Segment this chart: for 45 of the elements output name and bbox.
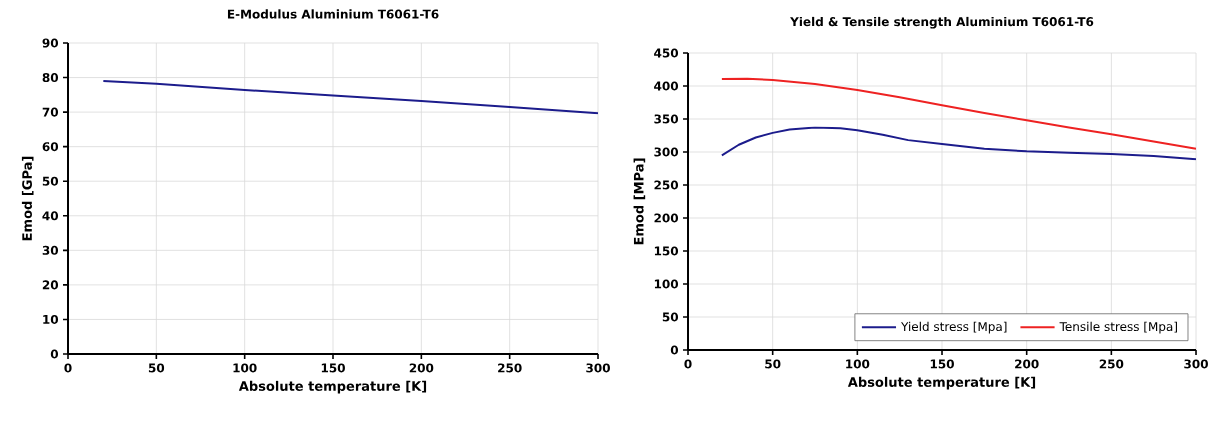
y-tick-label: 200 <box>654 213 679 223</box>
x-tick-label: 0 <box>684 359 692 369</box>
y-tick-label: 30 <box>42 245 59 255</box>
x-tick-label: 150 <box>321 363 345 373</box>
y-tick-label: 150 <box>654 246 679 256</box>
y-tick-label: 0 <box>670 345 679 355</box>
y-tick-label: 0 <box>50 349 59 359</box>
y-tick-label: 250 <box>654 180 679 190</box>
x-tick-label: 50 <box>148 363 165 373</box>
line-series <box>720 126 1197 161</box>
x-tick-label: 100 <box>846 359 870 369</box>
line-series <box>102 80 599 115</box>
x-tick-label: 200 <box>409 363 434 373</box>
y-tick-label: 90 <box>42 38 59 48</box>
y-tick-label: 300 <box>654 147 679 157</box>
y-tick-label: 40 <box>42 211 59 221</box>
y-axis-title: Emod [MPa] <box>633 158 646 245</box>
y-tick-label: 50 <box>662 312 679 322</box>
x-tick-label: 0 <box>64 363 72 373</box>
y-tick-label: 350 <box>654 114 679 124</box>
x-tick-label: 250 <box>1099 359 1124 369</box>
y-tick-label: 60 <box>42 142 59 152</box>
x-tick-label: 250 <box>498 363 522 373</box>
y-tick-label: 50 <box>42 176 59 186</box>
y-tick-label: 450 <box>654 48 679 58</box>
x-tick-label: 100 <box>233 363 257 373</box>
x-axis-title: Absolute temperature [K] <box>238 380 427 394</box>
y-tick-label: 20 <box>42 280 59 290</box>
legend-label: Tensile stress [Mpa] <box>1059 321 1177 334</box>
y-tick-label: 100 <box>654 279 679 289</box>
y-tick-label: 10 <box>43 314 59 324</box>
x-axis-title: Absolute temperature [K] <box>847 376 1036 390</box>
y-tick-label: 400 <box>654 81 679 91</box>
y-tick-label: 70 <box>42 107 59 117</box>
x-tick-label: 50 <box>765 359 781 369</box>
x-tick-label: 300 <box>586 363 610 373</box>
x-tick-label: 150 <box>930 359 954 369</box>
line-series <box>720 77 1197 150</box>
chart-title: E-Modulus Aluminium T6061-T6 <box>227 9 439 19</box>
chart-title: Yield & Tensile strength Aluminium T6061-T6 <box>790 16 1094 29</box>
x-tick-label: 300 <box>1184 359 1208 369</box>
y-axis-title: Emod [GPa] <box>21 156 34 241</box>
y-tick-label: 80 <box>42 73 59 83</box>
legend-label: Yield stress [Mpa] <box>901 321 1007 334</box>
x-tick-label: 200 <box>1015 359 1039 369</box>
